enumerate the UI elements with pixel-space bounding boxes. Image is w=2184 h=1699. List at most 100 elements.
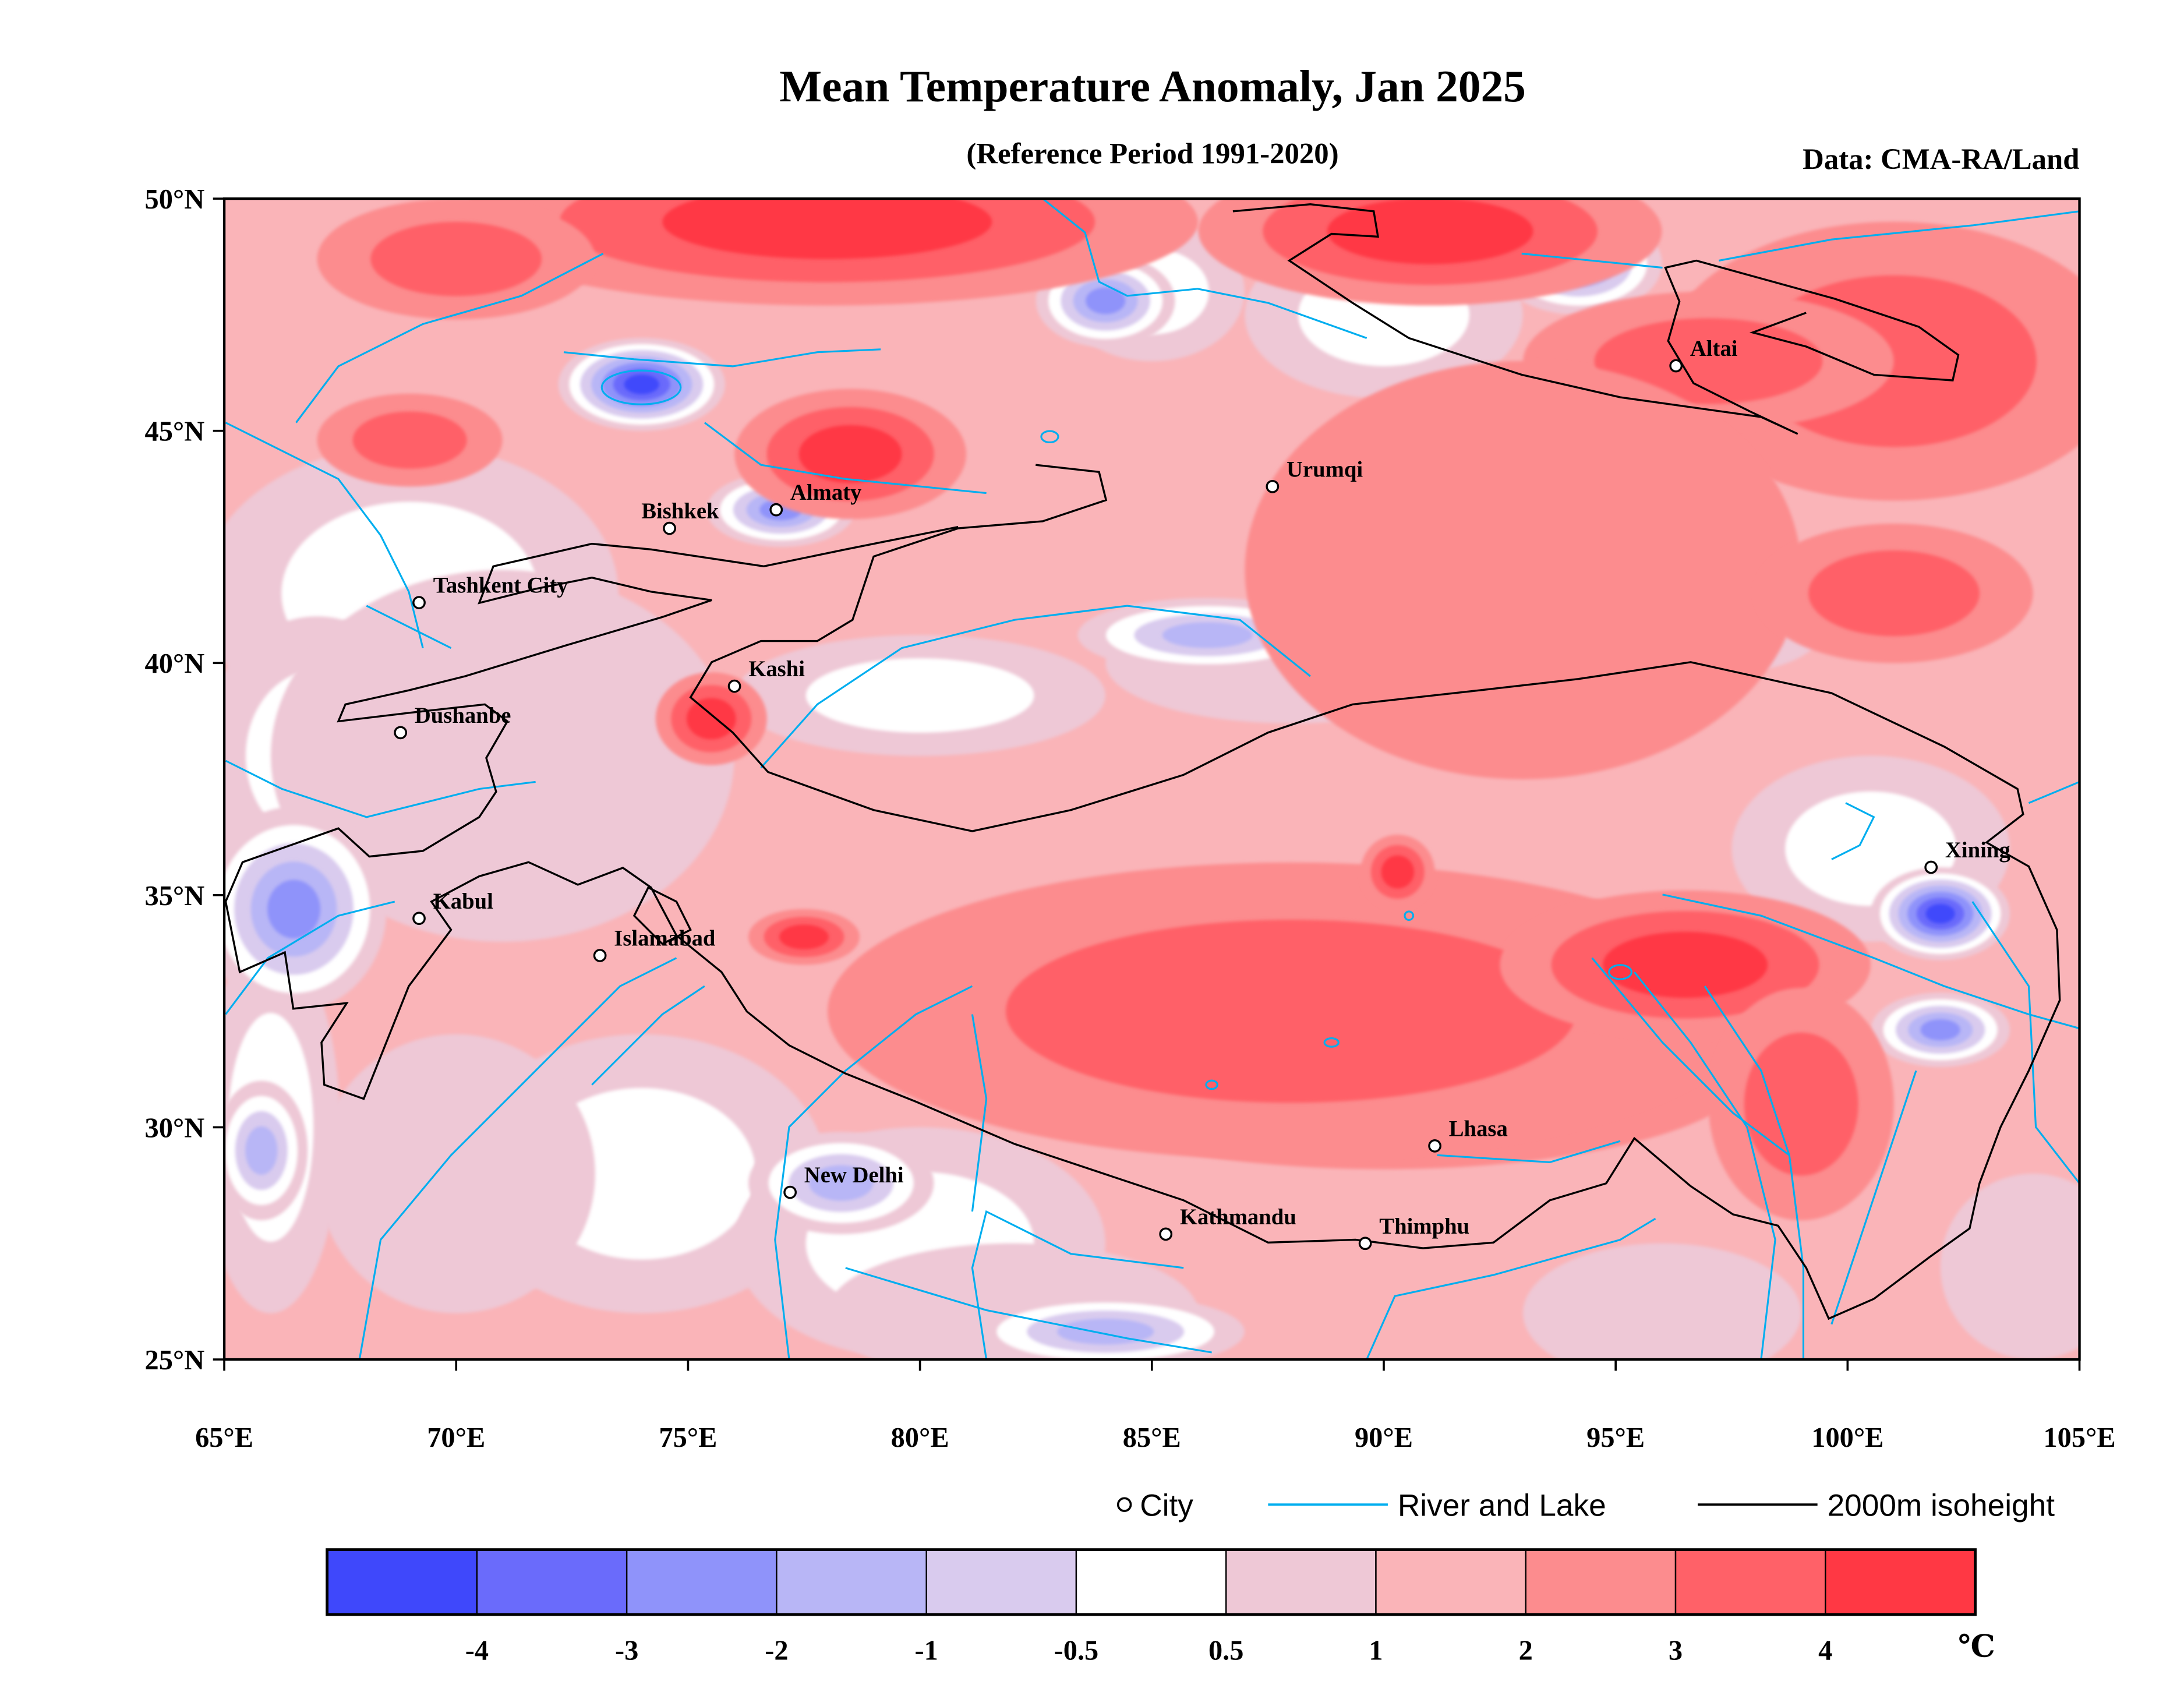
river-line	[1521, 252, 1663, 269]
river-line	[591, 985, 705, 1086]
city-marker	[412, 912, 426, 926]
x-tick-label: 85°E	[1123, 1422, 1181, 1453]
city-marker	[663, 521, 676, 535]
city-marker	[412, 596, 426, 609]
chart-subtitle: (Reference Period 1991-2020)	[966, 137, 1338, 170]
river-line	[295, 252, 604, 423]
isoheight-contour	[224, 464, 2061, 1320]
anomaly-blob	[805, 658, 1034, 733]
anomaly-blob	[1594, 318, 1823, 404]
river-line	[225, 422, 424, 649]
isoheight-2000m	[224, 203, 2061, 1320]
city-marker	[1924, 860, 1938, 874]
y-tick-label: 40°N	[145, 648, 205, 679]
river-line	[971, 1014, 988, 1212]
city-label: Kashi	[748, 657, 805, 681]
river-line	[1662, 893, 2080, 1030]
map-legend: City River and Lake 2000m isoheight	[1116, 1489, 2055, 1523]
river-legend-label: River and Lake	[1398, 1489, 1606, 1523]
colorbar-swatch	[1075, 1549, 1227, 1616]
colorbar-swatch	[1825, 1549, 1976, 1616]
colorbar-frame	[326, 1548, 1977, 1616]
x-tick-label: 90°E	[1355, 1422, 1413, 1453]
colorbar-unit: ℃	[1958, 1629, 1995, 1663]
x-tick-label: 65°E	[195, 1422, 253, 1453]
anomaly-blob	[1940, 1174, 2080, 1360]
anomaly-blob	[1327, 199, 1533, 264]
y-tick-label: 30°N	[145, 1112, 205, 1143]
river-line	[1633, 971, 1776, 1360]
anomaly-blob	[317, 1034, 595, 1313]
lake	[1404, 910, 1415, 921]
city-label: New Delhi	[804, 1163, 904, 1188]
anomaly-blob	[686, 698, 736, 740]
colorbar-swatch	[925, 1549, 1077, 1616]
colorbar-label: 3	[1669, 1635, 1683, 1666]
cities-layer: Altai Urumqi Almaty Bishkek Tashkent City Kas…	[394, 337, 2010, 1251]
anomaly-blob	[370, 221, 542, 296]
city-label: Kabul	[433, 889, 493, 914]
axis-ticks: 65°E 70°E 75°E 80°E 85°E 90°E 95°E 100°E 105°E 50…	[145, 184, 2116, 1453]
colorbar-swatch	[1674, 1549, 1826, 1616]
city-altai: Altai	[1669, 337, 1738, 373]
city-legend-symbol	[1116, 1497, 1132, 1512]
anomaly-blob	[352, 411, 467, 469]
colorbar-swatch	[476, 1549, 628, 1616]
lake	[1323, 1037, 1340, 1048]
river-line	[1830, 1070, 1917, 1325]
colorbar-label: -4	[465, 1635, 489, 1666]
colorbar-label: 4	[1818, 1635, 1832, 1666]
chart-title: Mean Temperature Anomaly, Jan 2025	[779, 61, 1526, 111]
colorbar: -4 -3 -2 -1 -0.5 0.5 1 2 3 4 ℃	[326, 1548, 1995, 1666]
colorbar-label: -1	[915, 1635, 938, 1666]
anomaly-blob	[1744, 1032, 1858, 1176]
colorbar-label: -2	[765, 1635, 788, 1666]
anomaly-blob	[808, 1165, 874, 1201]
colorbar-swatch	[326, 1549, 478, 1616]
x-tick-label: 105°E	[2043, 1422, 2115, 1453]
river-line	[1719, 210, 2080, 262]
city-marker	[769, 503, 783, 517]
colorbar-label: 2	[1519, 1635, 1533, 1666]
city-kabul: Kabul	[412, 889, 493, 926]
x-tick-label: 95°E	[1586, 1422, 1645, 1453]
y-tick-label: 25°N	[145, 1345, 205, 1376]
colorbar-swatch	[1525, 1549, 1677, 1616]
anomaly-blob	[1245, 361, 1801, 779]
city-dushanbe: Dushanbe	[394, 704, 511, 740]
colorbar-swatch	[1375, 1549, 1526, 1616]
city-label: Thimphu	[1379, 1214, 1469, 1239]
lake	[1205, 1079, 1218, 1090]
river-line	[774, 985, 973, 1360]
river-line	[1831, 802, 1875, 860]
map-area: Altai Urumqi Almaty Bishkek Tashkent City Kas…	[224, 199, 2080, 1360]
anomaly-blob	[1162, 622, 1253, 648]
city-new-delhi: New Delhi	[783, 1163, 904, 1199]
colorbar-swatch	[776, 1549, 927, 1616]
anomaly-blob	[1086, 287, 1126, 315]
city-marker	[1266, 479, 1280, 493]
river-line	[1971, 901, 2080, 1184]
city-kathmandu: Kathmandu	[1159, 1205, 1296, 1241]
anomaly-blob	[779, 924, 829, 949]
city-islamabad: Islamabad	[593, 927, 716, 962]
anomaly-blob	[662, 199, 992, 259]
x-tick-label: 70°E	[427, 1422, 485, 1453]
y-tick-label: 45°N	[145, 416, 205, 447]
city-lhasa: Lhasa	[1428, 1117, 1508, 1153]
river-line	[366, 605, 452, 649]
colorbar-swatch	[625, 1549, 778, 1616]
city-marker	[1669, 359, 1683, 373]
city-bishkek: Bishkek	[641, 499, 719, 535]
river-line	[1042, 199, 1367, 339]
colorbar-label: 1	[1369, 1635, 1383, 1666]
city-label: Xining	[1945, 838, 2010, 863]
lake	[1040, 430, 1059, 444]
anomaly-blob	[624, 375, 659, 394]
isoheight-legend-label: 2000m isoheight	[1828, 1489, 2055, 1523]
data-source: Data: CMA-RA/Land	[1803, 143, 2079, 175]
anomaly-blob	[245, 1126, 278, 1175]
city-label: Almaty	[790, 481, 862, 505]
city-label: Tashkent City	[433, 574, 568, 598]
river-line	[225, 900, 395, 1015]
